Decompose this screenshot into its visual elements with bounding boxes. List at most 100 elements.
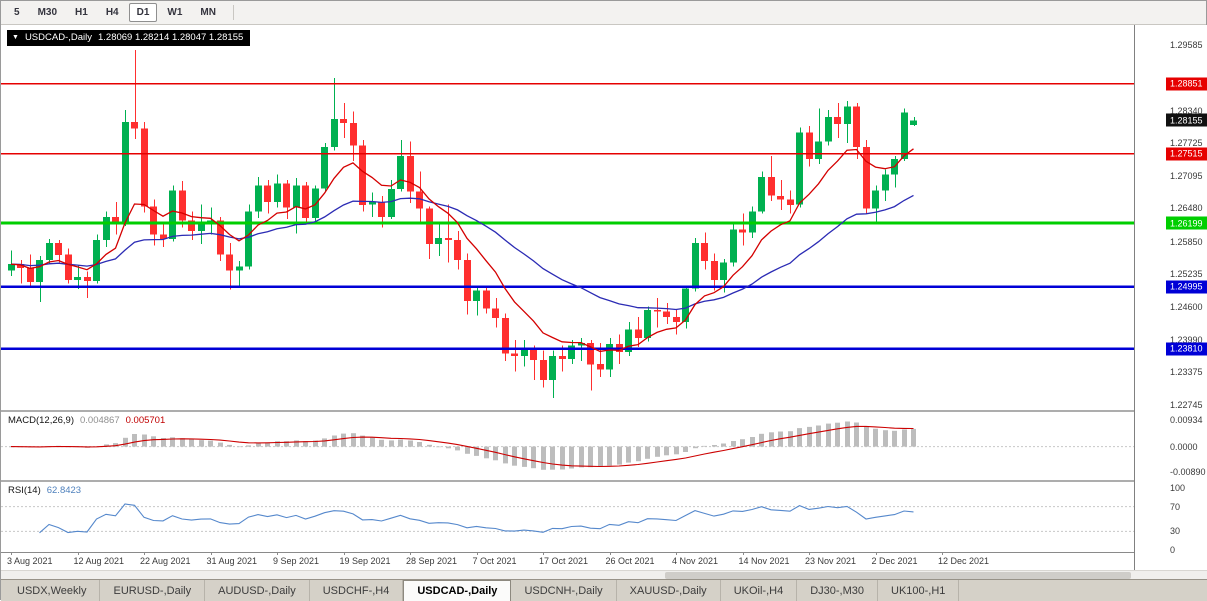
price-tick: 1.27095 — [1170, 171, 1203, 182]
date-label: 26 Oct 2021 — [605, 556, 655, 566]
date-label: 14 Nov 2021 — [738, 556, 790, 566]
macd-signal-value: 0.005701 — [125, 415, 166, 426]
macd-main-value: 0.004867 — [80, 415, 120, 426]
macd-axis-label: -0.00890 — [1170, 467, 1206, 477]
level-price-badge: 1.28851 — [1166, 77, 1207, 91]
price-tick: 1.26480 — [1170, 203, 1203, 214]
main-chart-panel[interactable]: ▼ USDCAD-,Daily 1.28069 1.28214 1.28047 … — [1, 25, 1134, 410]
price-tick: 1.25235 — [1170, 268, 1203, 279]
chart-tab-audusd-daily[interactable]: AUDUSD-,Daily — [205, 580, 310, 601]
date-axis-line — [1, 552, 1207, 553]
rsi-name: RSI(14) — [8, 485, 41, 496]
date-label: 7 Oct 2021 — [472, 556, 517, 566]
price-tick: 1.28340 — [1170, 105, 1203, 116]
rsi-axis-label: 100 — [1170, 483, 1186, 493]
panel-separator[interactable] — [1, 410, 1207, 412]
macd-axis-label: 0.00934 — [1170, 415, 1203, 425]
date-tick-mark — [809, 552, 810, 555]
horizontal-scrollbar[interactable] — [1, 570, 1207, 579]
macd-chart[interactable] — [1, 412, 1134, 480]
timeframe-button-w1[interactable]: W1 — [167, 7, 183, 18]
date-tick-mark — [609, 552, 611, 555]
chart-tab-dj30-m30[interactable]: DJ30-,M30 — [797, 580, 878, 601]
date-label: 28 Sep 2021 — [406, 556, 458, 566]
panel-separator[interactable] — [1, 480, 1207, 482]
date-tick-mark — [543, 552, 544, 555]
date-tick-mark — [144, 552, 145, 555]
chart-tab-usdcad-daily[interactable]: USDCAD-,Daily — [403, 580, 512, 601]
price-tick: 1.25850 — [1170, 236, 1203, 247]
chart-area[interactable]: ▼ USDCAD-,Daily 1.28069 1.28214 1.28047 … — [1, 25, 1207, 579]
date-label: 23 Nov 2021 — [805, 556, 857, 566]
rsi-value: 62.8423 — [46, 485, 82, 496]
price-tick: 1.23990 — [1170, 334, 1203, 345]
date-tick-mark — [942, 552, 943, 555]
chart-tab-uk100-h1[interactable]: UK100-,H1 — [878, 580, 960, 601]
current-price-badge: 1.28155 — [1166, 113, 1207, 127]
date-label: 9 Sep 2021 — [273, 556, 320, 566]
date-tick-mark — [343, 552, 345, 555]
timeframe-toolbar: 5 M30 H1 H4 D1 W1 MN — [1, 1, 1206, 25]
timeframe-button-mn[interactable]: MN — [200, 7, 216, 18]
date-tick-mark — [410, 552, 411, 555]
macd-name: MACD(12,26,9) — [8, 415, 74, 426]
date-label: 22 Aug 2021 — [140, 556, 191, 566]
date-label: 31 Aug 2021 — [206, 556, 258, 566]
timeframe-button-d1[interactable]: D1 — [128, 3, 158, 22]
macd-label: MACD(12,26,9) 0.004867 0.005701 — [8, 415, 165, 426]
timeframe-button-h1[interactable]: H1 — [75, 7, 88, 18]
date-tick-mark — [277, 552, 278, 555]
level-price-badge: 1.24995 — [1166, 280, 1207, 294]
timeframe-button-5[interactable]: 5 — [14, 7, 20, 18]
chart-title: ▼ USDCAD-,Daily 1.28069 1.28214 1.28047 … — [7, 30, 251, 46]
price-tick: 1.24600 — [1170, 302, 1203, 313]
date-tick-mark — [676, 552, 677, 555]
date-label: 19 Sep 2021 — [339, 556, 391, 566]
scrollbar-thumb[interactable] — [665, 572, 1131, 579]
date-label: 2 Dec 2021 — [871, 556, 918, 566]
date-tick-mark — [742, 552, 744, 555]
chart-tab-xauusd-daily[interactable]: XAUUSD-,Daily — [617, 580, 721, 601]
level-price-badge: 1.27515 — [1166, 147, 1207, 161]
candlestick-chart[interactable] — [1, 25, 1134, 410]
price-tick: 1.27725 — [1170, 137, 1203, 148]
date-label: 17 Oct 2021 — [539, 556, 589, 566]
date-tick-mark — [210, 552, 212, 555]
price-tick: 1.22745 — [1170, 400, 1203, 410]
date-label: 12 Aug 2021 — [73, 556, 125, 566]
date-tick-mark — [11, 552, 12, 555]
symbol-dropdown-icon[interactable]: ▼ — [12, 34, 19, 41]
date-label: 12 Dec 2021 — [938, 556, 990, 566]
level-price-badge: 1.23810 — [1166, 342, 1207, 356]
date-label: 3 Aug 2021 — [7, 556, 53, 566]
rsi-axis-label: 70 — [1170, 501, 1181, 512]
chart-tab-ukoil-h4[interactable]: UKOil-,H4 — [721, 580, 798, 601]
rsi-axis-label: 30 — [1170, 526, 1181, 537]
rsi-label: RSI(14) 62.8423 — [8, 485, 81, 496]
chart-symbol-label: USDCAD-,Daily — [24, 32, 92, 43]
chart-tab-usdx-weekly[interactable]: USDX,Weekly — [4, 580, 101, 601]
date-tick-mark — [875, 552, 877, 555]
level-price-badge: 1.26199 — [1166, 216, 1207, 230]
chart-ohlc-values: 1.28069 1.28214 1.28047 1.28155 — [97, 32, 244, 43]
chart-tab-eurusd-daily[interactable]: EURUSD-,Daily — [100, 580, 206, 601]
rsi-chart[interactable] — [1, 482, 1134, 552]
timeframe-button-m30[interactable]: M30 — [37, 7, 58, 18]
macd-panel[interactable]: MACD(12,26,9) 0.004867 0.005701 — [1, 412, 1134, 480]
rsi-axis-label: 0 — [1170, 545, 1176, 555]
date-tick-mark — [77, 552, 79, 555]
macd-axis-label: 0.0000 — [1170, 441, 1198, 452]
date-axis[interactable]: 3 Aug 2021 12 Aug 2021 22 Aug 2021 31 Aug 2… — [1, 552, 1134, 570]
price-tick: 1.29585 — [1170, 40, 1203, 50]
price-tick: 1.23375 — [1170, 366, 1203, 377]
rsi-panel[interactable]: RSI(14) 62.8423 — [1, 482, 1134, 552]
date-label: 4 Nov 2021 — [672, 556, 719, 566]
chart-tab-usdchf-h4[interactable]: USDCHF-,H4 — [310, 580, 404, 601]
toolbar-separator — [232, 5, 234, 20]
price-axis[interactable]: 1.29585 1.28340 1.27725 1.27095 1.26480 1.258… — [1134, 25, 1207, 570]
chart-tabs-bar: USDX,Weekly EURUSD-,Daily AUDUSD-,Daily USD… — [1, 579, 1207, 601]
date-tick-mark — [476, 552, 478, 555]
chart-tab-usdcnh-daily[interactable]: USDCNH-,Daily — [511, 580, 617, 601]
timeframe-button-h4[interactable]: H4 — [105, 7, 119, 18]
